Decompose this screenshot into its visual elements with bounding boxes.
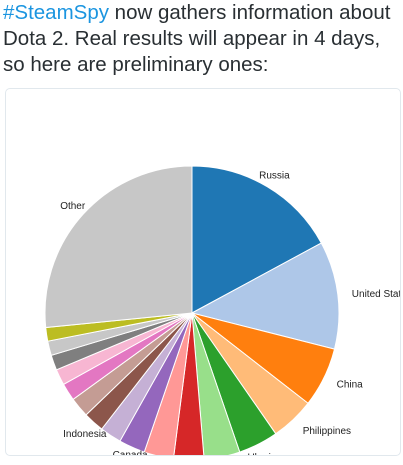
pie-slice xyxy=(191,312,241,455)
pie-slice xyxy=(44,165,193,329)
chart-image[interactable]: Russia United States China Philippines Ukrai… xyxy=(5,88,401,456)
pie-chart: Russia United States China Philippines Ukrai… xyxy=(44,165,400,455)
pie-label: Indonesia xyxy=(63,429,107,440)
pie-slice xyxy=(190,242,340,350)
pie-label: United States xyxy=(352,289,400,300)
pie-slice xyxy=(191,165,322,314)
tweet-body: now gathers information about Dota 2. Re… xyxy=(3,1,391,76)
hashtag-link[interactable]: #SteamSpy xyxy=(3,1,109,24)
pie-label: China xyxy=(337,380,364,391)
pie-label: Philippines xyxy=(303,426,351,437)
pie-label: Canada xyxy=(113,450,148,455)
pie-label: Other xyxy=(60,201,86,212)
pie-label: Ukraine xyxy=(247,453,282,455)
tweet-text: #SteamSpy now gathers information about … xyxy=(3,0,401,78)
pie-label: Russia xyxy=(259,171,290,182)
pie-slice xyxy=(173,312,205,455)
